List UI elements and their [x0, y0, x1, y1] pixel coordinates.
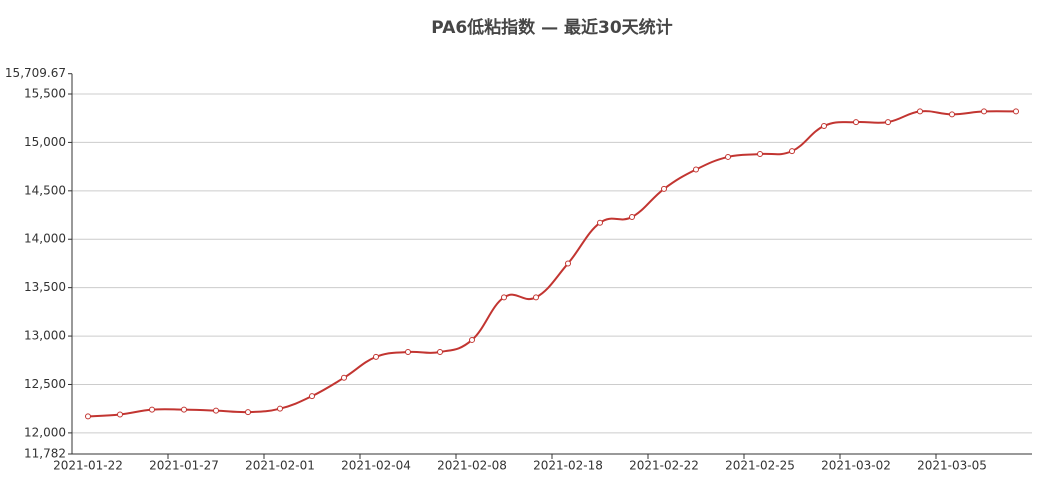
- y-tick-label: 11,782: [24, 447, 66, 461]
- y-tick-label: 13,000: [24, 329, 66, 343]
- point: [853, 119, 859, 126]
- point: [245, 409, 251, 416]
- x-tick-label: 2021-02-22: [629, 459, 699, 473]
- point: [885, 119, 891, 126]
- y-tick-label: 15,709.67: [5, 66, 66, 80]
- point: [565, 260, 571, 267]
- point: [533, 294, 539, 301]
- point: [149, 406, 155, 413]
- line: [87, 110, 1017, 418]
- point: [469, 336, 475, 343]
- y-tick-label: 14,500: [24, 183, 66, 197]
- x-tick-label: 2021-02-08: [437, 459, 507, 473]
- point: [693, 166, 699, 173]
- x-tick-label: 2021-02-04: [341, 459, 411, 473]
- x-tick-label: 2021-02-25: [725, 459, 795, 473]
- point: [501, 294, 507, 301]
- x-tick-label: 2021-03-05: [917, 459, 987, 473]
- x-tick-label: 2021-01-22: [53, 459, 123, 473]
- point: [1013, 108, 1019, 115]
- y-tick-label: 14,000: [24, 232, 66, 246]
- point: [117, 411, 123, 418]
- y-tick-label: 15,500: [24, 87, 66, 101]
- y-tick-label: 15,000: [24, 135, 66, 149]
- point: [725, 153, 731, 160]
- point: [405, 349, 411, 356]
- point: [437, 349, 443, 356]
- point: [917, 108, 923, 115]
- x-tick-label: 2021-03-02: [821, 459, 891, 473]
- point: [181, 406, 187, 413]
- point: [629, 213, 635, 220]
- point: [309, 393, 315, 400]
- point: [981, 108, 987, 115]
- chart-title: PA6低粘指数 — 最近30天统计: [431, 17, 672, 38]
- x-tick-label: 2021-02-01: [245, 459, 315, 473]
- point: [757, 151, 763, 158]
- point: [949, 111, 955, 118]
- point: [597, 219, 603, 226]
- point: [661, 185, 667, 192]
- point: [85, 413, 91, 420]
- point: [789, 148, 795, 155]
- y-tick-label: 12,000: [24, 425, 66, 439]
- point: [373, 353, 379, 360]
- y-tick-label: 13,500: [24, 280, 66, 294]
- point: [277, 405, 283, 412]
- y-tick-label: 12,500: [24, 377, 66, 391]
- x-tick-label: 2021-02-18: [533, 459, 603, 473]
- point: [213, 407, 219, 414]
- point: [821, 122, 827, 129]
- x-tick-label: 2021-01-27: [149, 459, 219, 473]
- point: [341, 374, 347, 381]
